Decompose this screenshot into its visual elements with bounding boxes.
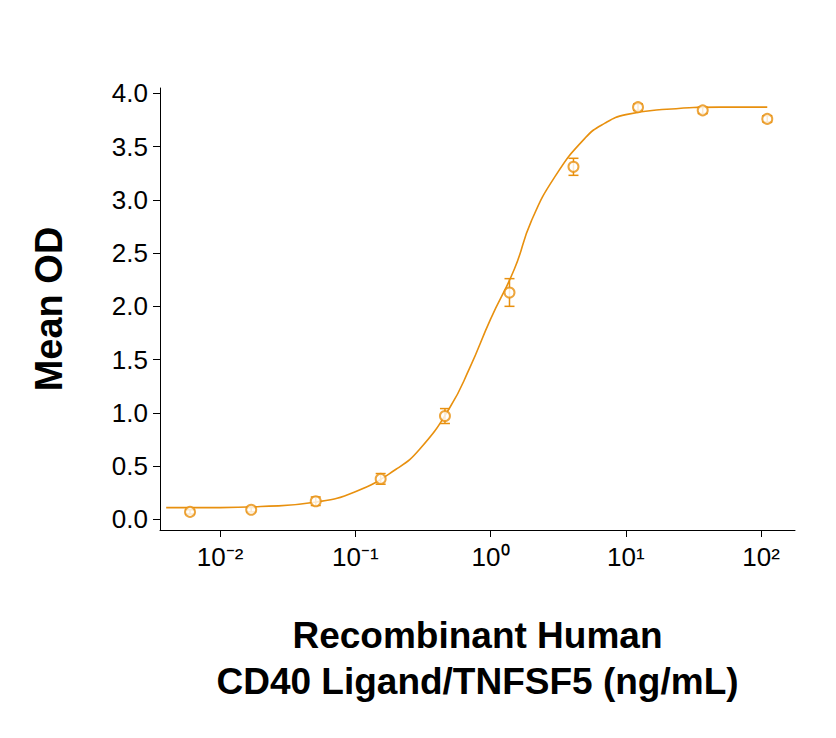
- svg-text:10⁻²: 10⁻²: [197, 542, 244, 572]
- svg-text:CD40 Ligand/TNFSF5 (ng/mL): CD40 Ligand/TNFSF5 (ng/mL): [216, 661, 738, 702]
- svg-text:1.0: 1.0: [112, 398, 148, 428]
- svg-text:0.0: 0.0: [112, 504, 148, 534]
- svg-text:10⁻¹: 10⁻¹: [332, 542, 379, 572]
- svg-text:Recombinant Human: Recombinant Human: [292, 615, 662, 656]
- svg-text:2.0: 2.0: [112, 291, 148, 321]
- svg-text:3.5: 3.5: [112, 132, 148, 162]
- svg-text:10¹: 10¹: [607, 542, 645, 572]
- svg-text:10⁰: 10⁰: [472, 542, 510, 572]
- svg-text:2.5: 2.5: [112, 238, 148, 268]
- svg-text:4.0: 4.0: [112, 78, 148, 108]
- svg-text:10²: 10²: [742, 542, 780, 572]
- svg-text:3.0: 3.0: [112, 185, 148, 215]
- svg-text:Mean OD: Mean OD: [28, 227, 70, 392]
- svg-text:1.5: 1.5: [112, 345, 148, 375]
- svg-text:0.5: 0.5: [112, 451, 148, 481]
